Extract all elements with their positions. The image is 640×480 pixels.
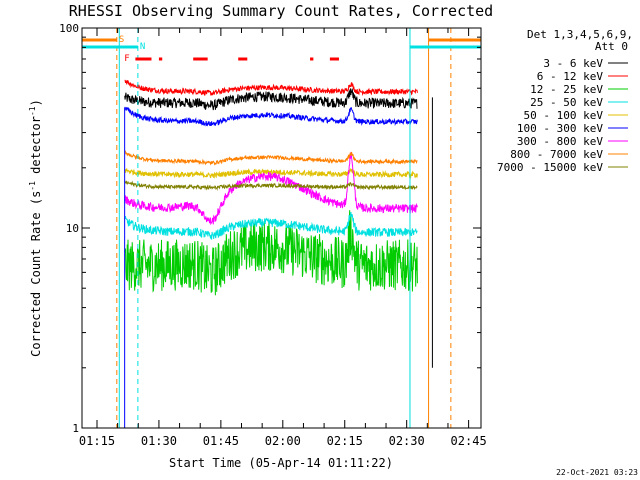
legend-label-5: 50 - 100 keV: [524, 109, 604, 122]
legend-label-3: 12 - 25 keV: [530, 83, 603, 96]
legend-label-7: 300 - 800 keV: [517, 135, 603, 148]
legend-label-9: 7000 - 15000 keV: [497, 161, 603, 174]
series-line-2: [124, 79, 418, 97]
y-axis-label: Corrected Count Rate (s-1 detector-1): [28, 99, 43, 357]
legend-label-1: 3 - 6 keV: [543, 57, 603, 70]
x-tick-label: 01:45: [203, 434, 239, 448]
legend-label-2: 6 - 12 keV: [537, 70, 604, 83]
series-line-8: [124, 149, 418, 166]
night-label: N: [140, 42, 145, 52]
x-tick-label: 01:30: [141, 434, 177, 448]
y-tick-label: 10: [66, 222, 79, 235]
series-line-7: [124, 152, 418, 226]
saa-label: S: [119, 35, 124, 45]
x-axis-label: Start Time (05-Apr-14 01:11:22): [169, 456, 393, 470]
legend-label-8: 800 - 7000 keV: [510, 148, 603, 161]
chart-layer: S N F 1 10 100 01:15 01:30 01:45 02:00 02:15 02:30 0…: [59, 22, 628, 448]
legend-label-6: 100 - 300 keV: [517, 122, 603, 135]
series-line-5: [124, 168, 418, 179]
chart-title: RHESSI Observing Summary Count Rates, Co…: [69, 2, 493, 20]
x-tick-label: 02:45: [451, 434, 487, 448]
legend-title-line2: Att 0: [595, 40, 628, 53]
y-tick-label: 100: [59, 22, 79, 35]
footer-timestamp: 22-Oct-2021 03:23: [556, 468, 638, 477]
y-tick-label: 1: [72, 422, 79, 435]
flare-label: F: [124, 54, 129, 64]
legend-title-line1: Det 1,3,4,5,6,9,: [527, 28, 633, 41]
x-tick-label: 02:30: [389, 434, 425, 448]
series-line-6: [124, 106, 418, 127]
series-line-1: [124, 88, 418, 111]
x-tick-label: 02:00: [265, 434, 301, 448]
x-tick-label: 01:15: [79, 434, 115, 448]
legend-label-4: 25 - 50 keV: [530, 96, 603, 109]
series-line-9: [124, 180, 418, 191]
series-line-3: [124, 210, 418, 296]
series-line-4: [124, 212, 418, 240]
x-tick-label: 02:15: [327, 434, 363, 448]
